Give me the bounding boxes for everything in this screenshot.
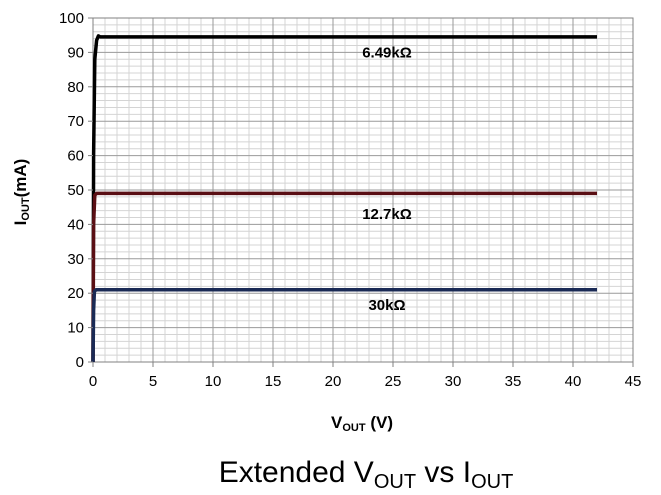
- ticks-layer: 0 5 10 15 20 25 30 35 40 45 0 10 20 30 40 50 60 70 80 90 100: [59, 10, 641, 390]
- x-tick-label: 30: [445, 373, 462, 390]
- series-label-2: 12.7kΩ: [362, 206, 412, 223]
- x-tick-label: 15: [265, 373, 282, 390]
- grid-major: [92, 17, 634, 363]
- series-label-3: 30kΩ: [368, 297, 405, 314]
- y-tick-label: 90: [67, 44, 84, 61]
- series-layer: [91, 34, 597, 363]
- x-tick-label: 20: [325, 373, 342, 390]
- x-tick-label: 5: [149, 373, 157, 390]
- annot-layer: 6.49kΩ 12.7kΩ 30kΩ: [362, 44, 412, 314]
- x-axis-label: VOUT (V): [331, 413, 393, 434]
- y-axis-label: IOUT(mA): [11, 159, 32, 226]
- series-line-1: [91, 34, 597, 363]
- y-tick-label: 70: [67, 113, 84, 130]
- x-tick-label: 35: [505, 373, 522, 390]
- x-tick-label: 45: [625, 373, 642, 390]
- series-line-2: [91, 191, 597, 363]
- x-tick-label: 40: [565, 373, 582, 390]
- y-tick-label: 30: [67, 251, 84, 268]
- series-line-3: [91, 288, 597, 363]
- y-tick-label: 20: [67, 285, 84, 302]
- x-tick-label: 0: [89, 373, 97, 390]
- series-label-1: 6.49kΩ: [362, 44, 412, 61]
- y-tick-label: 0: [76, 354, 84, 371]
- x-tick-label: 25: [385, 373, 402, 390]
- y-tick-label: 100: [59, 10, 84, 27]
- chart-caption: Extended VOUT vs IOUT: [219, 456, 514, 493]
- x-tick-label: 10: [205, 373, 222, 390]
- y-tick-label: 60: [67, 148, 84, 165]
- y-tick-label: 10: [67, 320, 84, 337]
- y-tick-label: 50: [67, 182, 84, 199]
- y-tick-label: 80: [67, 79, 84, 96]
- y-tick-label: 40: [67, 216, 84, 233]
